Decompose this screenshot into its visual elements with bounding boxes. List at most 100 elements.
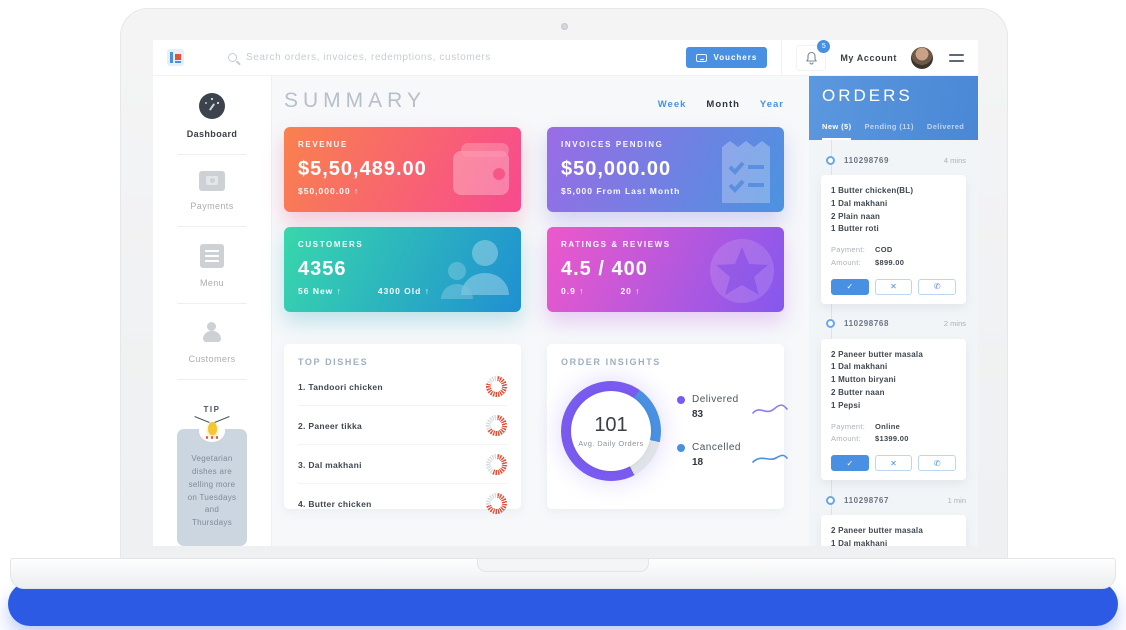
- order-time: 2 mins: [943, 319, 966, 329]
- customers-card[interactable]: CUSTOMERS 4356 56 New ↑ 4300 Old ↑: [284, 227, 521, 312]
- summary-header: SUMMARY Week Month Year: [284, 89, 784, 113]
- sidebar: Dashboard Payments Menu Cu: [153, 76, 271, 546]
- payment-value: COD: [875, 245, 893, 255]
- ratings-reviews-card[interactable]: RATINGS & REVIEWS 4.5 / 400 0.9 ↑ 20 ↑: [547, 227, 784, 312]
- order-entry: 110298769 4 mins 1 Butter chicken(BL) 1 …: [809, 154, 978, 304]
- notification-badge: 5: [817, 40, 831, 53]
- order-item: 1 Dal makhani: [831, 538, 888, 546]
- card-label: RATINGS & REVIEWS: [561, 240, 671, 249]
- card-sub: $5,000 From Last Month: [561, 186, 681, 196]
- avatar[interactable]: [911, 46, 933, 69]
- order-entry-header[interactable]: 110298767 1 min: [809, 494, 978, 506]
- legend-value: 18: [692, 457, 704, 468]
- tab-new[interactable]: New (5): [822, 122, 852, 140]
- payment-label: Payment:: [831, 421, 866, 431]
- orders-list: 110298769 4 mins 1 Butter chicken(BL) 1 …: [809, 140, 978, 546]
- order-id: 110298767: [844, 495, 890, 505]
- tab-delivered[interactable]: Delivered: [926, 122, 965, 131]
- order-insights-panel: ORDER INSIGHTS 101 Avg. Daily Orders: [547, 344, 788, 509]
- order-card: 2 Paneer butter masala 1 Dal makhani: [821, 515, 966, 546]
- orders-donut-chart: 101 Avg. Daily Orders: [561, 381, 661, 481]
- app-logo[interactable]: [167, 49, 184, 66]
- laptop-notch: [477, 559, 649, 572]
- voucher-icon: [696, 53, 708, 62]
- invoices-pending-card[interactable]: INVOICES PENDING $50,000.00 $5,000 From …: [547, 127, 784, 212]
- sidebar-item-payments[interactable]: Payments: [153, 154, 271, 226]
- accept-order-button[interactable]: ✓: [831, 278, 869, 295]
- legend-label: Delivered: [692, 394, 739, 405]
- reject-order-button[interactable]: ✕: [874, 278, 913, 295]
- order-item: 1 Mutton biryani: [831, 375, 896, 385]
- order-time: 1 min: [947, 495, 966, 505]
- order-card: 1 Butter chicken(BL) 1 Dal makhani 2 Pla…: [821, 175, 966, 304]
- card-sub: $50,000.00 ↑: [298, 186, 360, 196]
- decorative-blue-band: [8, 582, 1118, 626]
- my-account-link[interactable]: My Account: [840, 52, 897, 63]
- search-icon: [228, 53, 237, 62]
- call-customer-button[interactable]: ✆: [918, 455, 957, 472]
- topbar-divider: [781, 40, 783, 76]
- order-id: 110298768: [844, 319, 890, 329]
- cancelled-sparkline: [752, 454, 788, 463]
- order-item: 2 Plain naan: [831, 211, 881, 221]
- card-value: $50,000.00: [561, 158, 672, 180]
- payment-label: Payment:: [831, 245, 866, 255]
- customers-icon: [200, 320, 224, 344]
- card-sub: 56 New ↑: [298, 286, 342, 296]
- dish-row[interactable]: 3. Dal makhani: [298, 445, 507, 484]
- order-entry-header[interactable]: 110298769 4 mins: [809, 154, 978, 166]
- lower-panels: TOP DISHES 1. Tandoori chicken 2. Paneer…: [284, 344, 788, 514]
- search-input[interactable]: [246, 52, 566, 63]
- order-item: 1 Dal makhani: [831, 198, 888, 208]
- sidebar-label: Dashboard: [186, 129, 238, 139]
- top-dishes-panel: TOP DISHES 1. Tandoori chicken 2. Paneer…: [284, 344, 521, 514]
- menu-toggle-icon[interactable]: [947, 50, 966, 66]
- tab-week[interactable]: Week: [657, 99, 687, 110]
- sidebar-item-dashboard[interactable]: Dashboard: [153, 76, 271, 154]
- close-icon: ✕: [890, 458, 897, 468]
- bell-icon: [806, 51, 817, 64]
- orders-header: ORDERS New (5) Pending (11) Delivered: [809, 76, 978, 140]
- lightbulb-icon: [192, 416, 232, 440]
- check-icon: ✓: [846, 458, 854, 468]
- dish-row[interactable]: 4. Butter chicken: [298, 484, 507, 522]
- sidebar-item-customers[interactable]: Customers: [153, 303, 271, 379]
- tip-text: Vegetarian dishes are selling more on Tu…: [187, 454, 237, 528]
- amount-value: $1399.00: [875, 434, 909, 444]
- orders-title: ORDERS: [822, 86, 913, 105]
- tab-pending[interactable]: Pending (11): [864, 122, 914, 131]
- dish-row[interactable]: 2. Paneer tikka: [298, 406, 507, 445]
- wallet-icon: [453, 143, 509, 195]
- tab-month[interactable]: Month: [706, 99, 740, 110]
- notifications-button[interactable]: 5: [796, 40, 831, 71]
- card-value: 4.5 / 400: [561, 258, 648, 280]
- sidebar-item-menu[interactable]: Menu: [153, 227, 271, 303]
- amount-value: $899.00: [875, 257, 905, 267]
- order-entry-header[interactable]: 110298768 2 mins: [809, 318, 978, 330]
- webcam-dot: [561, 23, 568, 30]
- star-icon: [710, 239, 774, 303]
- payment-value: Online: [875, 421, 901, 431]
- avg-orders-value: 101: [594, 414, 628, 436]
- order-item: 1 Dal makhani: [831, 362, 888, 372]
- card-label: REVENUE: [298, 140, 348, 149]
- reject-order-button[interactable]: ✕: [874, 455, 913, 472]
- vouchers-button[interactable]: Vouchers: [686, 47, 768, 68]
- page-title: SUMMARY: [284, 89, 426, 112]
- order-id: 110298769: [844, 155, 890, 165]
- tab-year[interactable]: Year: [759, 99, 784, 110]
- card-sub: 0.9 ↑: [561, 286, 585, 296]
- orders-tabs: New (5) Pending (11) Delivered: [822, 122, 972, 140]
- sidebar-label: Customers: [188, 353, 236, 364]
- dish-gauge: [486, 454, 507, 475]
- legend-value: 83: [692, 409, 704, 420]
- call-customer-button[interactable]: ✆: [918, 278, 957, 295]
- tip-title: TIP: [203, 405, 221, 415]
- timeline-dot: [826, 495, 835, 505]
- close-icon: ✕: [890, 282, 897, 292]
- accept-order-button[interactable]: ✓: [831, 455, 869, 472]
- phone-icon: ✆: [933, 458, 941, 468]
- dish-row[interactable]: 1. Tandoori chicken: [298, 367, 507, 406]
- revenue-card[interactable]: REVENUE $5,50,489.00 $50,000.00 ↑: [284, 127, 521, 212]
